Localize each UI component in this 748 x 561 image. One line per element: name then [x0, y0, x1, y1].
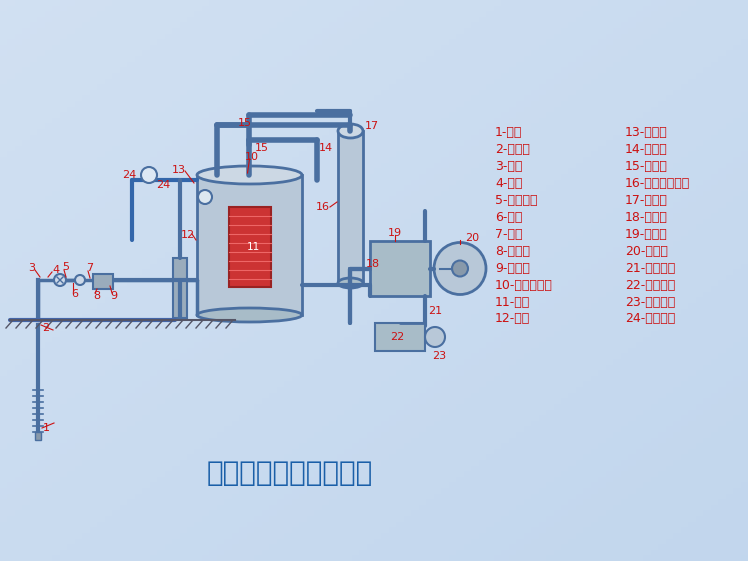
- Circle shape: [425, 327, 445, 347]
- Text: 21: 21: [428, 306, 442, 316]
- Text: 23: 23: [432, 351, 446, 361]
- Text: 22: 22: [390, 332, 404, 342]
- Bar: [35, 432, 41, 440]
- Text: 16: 16: [316, 202, 330, 212]
- Text: 24: 24: [156, 180, 171, 190]
- Text: 17-挡水板: 17-挡水板: [625, 194, 668, 206]
- Text: 7-滤管: 7-滤管: [495, 228, 523, 241]
- Bar: [173, 258, 187, 318]
- Circle shape: [434, 242, 486, 295]
- Text: 1-滤管: 1-滤管: [495, 126, 522, 139]
- Text: 18-放水孔: 18-放水孔: [625, 210, 668, 223]
- Ellipse shape: [197, 166, 302, 184]
- Text: 21-冷却水管: 21-冷却水管: [625, 261, 675, 274]
- Text: 24: 24: [122, 170, 136, 180]
- Circle shape: [198, 190, 212, 204]
- Circle shape: [452, 260, 468, 277]
- Text: 3-弯管: 3-弯管: [495, 159, 522, 172]
- Text: 12-阀门: 12-阀门: [495, 312, 530, 325]
- Text: 1: 1: [43, 423, 50, 433]
- Text: 10: 10: [245, 152, 259, 162]
- Text: 6: 6: [71, 289, 78, 299]
- Text: 8-过滤箱: 8-过滤箱: [495, 245, 530, 257]
- Bar: [370, 241, 430, 296]
- Text: 19-真空泵: 19-真空泵: [625, 228, 668, 241]
- Text: 14-进水管: 14-进水管: [625, 142, 668, 155]
- Text: 4: 4: [52, 265, 59, 275]
- Text: 2-井点管: 2-井点管: [495, 142, 530, 155]
- Text: 13-真空计: 13-真空计: [625, 126, 668, 139]
- Text: 18: 18: [366, 259, 380, 269]
- Text: 11: 11: [247, 242, 260, 252]
- Text: 3: 3: [28, 263, 35, 273]
- Text: 22-冷却水箱: 22-冷却水箱: [625, 278, 675, 292]
- Text: 13: 13: [172, 165, 186, 175]
- Text: 15: 15: [238, 118, 251, 128]
- Text: 11-浮筒: 11-浮筒: [495, 296, 530, 309]
- Bar: [197, 175, 302, 315]
- Text: 4-阀门: 4-阀门: [495, 177, 522, 190]
- Text: 9: 9: [110, 291, 117, 301]
- Circle shape: [54, 274, 66, 286]
- Text: 23-循环水泵: 23-循环水泵: [625, 296, 675, 309]
- Bar: [375, 323, 425, 351]
- Text: 7: 7: [86, 263, 93, 273]
- Text: 15: 15: [254, 143, 269, 153]
- Text: 15-真空计: 15-真空计: [625, 159, 668, 172]
- Bar: [93, 274, 113, 289]
- Ellipse shape: [197, 308, 302, 322]
- Circle shape: [75, 275, 85, 285]
- Text: 轻型井点设备工作原理: 轻型井点设备工作原理: [207, 459, 373, 487]
- Bar: [338, 131, 363, 283]
- Text: 12: 12: [181, 230, 195, 240]
- Bar: [229, 207, 271, 287]
- Text: 20: 20: [465, 232, 479, 242]
- Text: 5: 5: [62, 262, 69, 272]
- Text: 9-海砂孔: 9-海砂孔: [495, 261, 530, 274]
- Text: 10-水气分离器: 10-水气分离器: [495, 278, 553, 292]
- Text: 2: 2: [42, 323, 49, 333]
- Ellipse shape: [338, 278, 363, 288]
- Circle shape: [141, 167, 157, 183]
- Text: 17: 17: [365, 121, 379, 131]
- Text: 14: 14: [319, 143, 333, 153]
- Text: 6-阀门: 6-阀门: [495, 210, 522, 223]
- Text: 8: 8: [93, 291, 100, 301]
- Text: 19: 19: [388, 228, 402, 238]
- Text: 24-离心水泵: 24-离心水泵: [625, 312, 675, 325]
- Text: 20-电动机: 20-电动机: [625, 245, 668, 257]
- Ellipse shape: [338, 124, 363, 138]
- Text: 16-副水气分离器: 16-副水气分离器: [625, 177, 690, 190]
- Text: 5-集水总管: 5-集水总管: [495, 194, 538, 206]
